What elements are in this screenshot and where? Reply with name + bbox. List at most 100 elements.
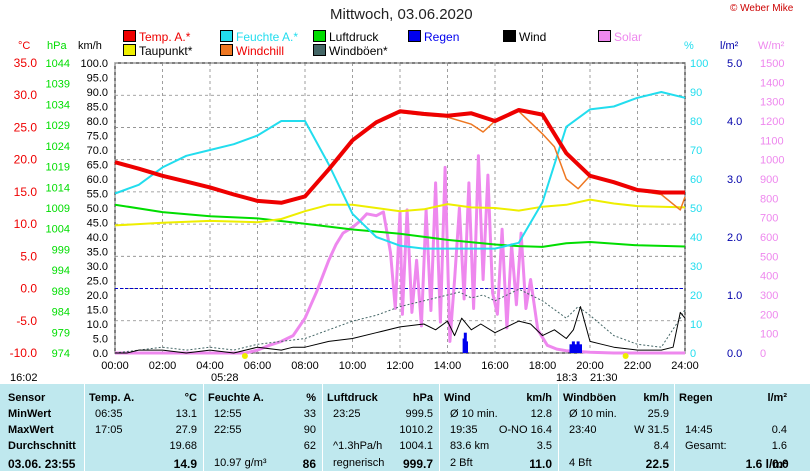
wind-tick-label: 50.0 xyxy=(87,203,108,215)
stats-cell-value: 1004.1 xyxy=(399,440,433,452)
moonset-time: 18:3 xyxy=(556,372,578,384)
wind-tick-label: 85.0 xyxy=(87,102,108,114)
solar-tick-label: 500 xyxy=(760,251,778,263)
humidity-tick-label: 30 xyxy=(690,261,702,273)
x-tick-label: 08:00 xyxy=(291,360,319,372)
wind-tick-label: 70.0 xyxy=(87,145,108,157)
wind-tick-label: 10.0 xyxy=(87,319,108,331)
stats-column: Temp. A. °C 06:35 13.1 17:05 27.9 19.68 14.9 xyxy=(84,384,201,471)
stats-cell-value: 8.4 xyxy=(653,440,669,452)
legend-swatch xyxy=(313,30,326,42)
sun-moon-bar: 16:02 05:28 18:3 21:30 xyxy=(0,372,810,384)
stats-cell-label: 10.97 g/m³ xyxy=(214,457,267,469)
wind-tick-label: 30.0 xyxy=(87,261,108,273)
x-tick-label: 22:00 xyxy=(624,360,652,372)
stats-cell-value: 1.6 xyxy=(771,440,787,452)
legend-label: Taupunkt* xyxy=(139,44,193,58)
wind-tick-label: 35.0 xyxy=(87,247,108,259)
humidity-tick-label: 90 xyxy=(690,87,702,99)
wind-tick-label: 80.0 xyxy=(87,116,108,128)
stats-cell-label: ^1.3hPa/h xyxy=(333,440,383,452)
stats-cell-value: 12.8 xyxy=(530,408,552,420)
legend-item-dewpoint: Taupunkt* xyxy=(123,44,192,58)
series-temp-line xyxy=(114,108,685,205)
temp-tick-label: 0.0 xyxy=(20,282,37,296)
legend-item-humidity: Feuchte A.* xyxy=(220,30,298,44)
legend-item-pressure: Luftdruck xyxy=(313,30,378,44)
solar-tick-label: 0 xyxy=(760,348,766,360)
stats-row-label: MaxWert xyxy=(8,424,54,436)
stats-cell-value: 90 xyxy=(303,424,316,436)
stats-row-label: 03.06. 23:55 xyxy=(8,457,76,471)
legend-label: Windchill xyxy=(236,44,285,58)
pressure-tick-label: 1004 xyxy=(46,224,70,236)
solar-tick-label: 200 xyxy=(760,309,778,321)
legend-label: Solar xyxy=(614,30,643,44)
stats-last-value: 0.0 xyxy=(772,457,789,471)
stats-cell-label: 06:35 xyxy=(95,408,123,420)
legend-item-wind: Wind xyxy=(503,30,546,44)
solar-tick-label: 400 xyxy=(760,271,778,283)
axis-unit-wind: km/h xyxy=(78,40,102,52)
stats-cell-value: 25.9 xyxy=(647,408,669,420)
wind-tick-label: 95.0 xyxy=(87,73,108,85)
stats-cell-value: 19.68 xyxy=(169,440,197,452)
legend-swatch xyxy=(313,44,326,56)
x-tick-label: 16:00 xyxy=(481,360,509,372)
stats-row-label: MinWert xyxy=(8,408,52,420)
legend-item-rain: Regen xyxy=(408,30,459,44)
wind-tick-label: 40.0 xyxy=(87,232,108,244)
axis-unit-pressure: hPa xyxy=(47,40,67,52)
pressure-tick-label: 1034 xyxy=(46,99,70,111)
legend-label: Regen xyxy=(424,30,460,44)
rain-bar xyxy=(571,341,575,353)
humidity-tick-label: 50 xyxy=(690,203,702,215)
x-tick-label: 14:00 xyxy=(434,360,462,372)
axis-unit-temp: °C xyxy=(18,40,31,52)
wind-tick-label: 15.0 xyxy=(87,305,108,317)
sunrise-time: 05:28 xyxy=(211,372,239,384)
wind-tick-label: 5.0 xyxy=(93,334,108,346)
x-tick-label: 12:00 xyxy=(386,360,414,372)
solar-tick-label: 1100 xyxy=(760,135,784,147)
solar-tick-label: 100 xyxy=(760,329,778,341)
pressure-tick-label: 974 xyxy=(52,348,70,360)
stats-column-unit: % xyxy=(306,392,316,404)
stats-column: Windböen km/h Ø 10 min. 25.9 23:40 W 31.5 8.4 4… xyxy=(558,384,673,471)
copyright: © Weber Mike xyxy=(730,3,794,14)
stats-cell-value: 27.9 xyxy=(175,424,197,436)
x-tick-label: 06:00 xyxy=(244,360,272,372)
x-tick-label: 02:00 xyxy=(149,360,177,372)
series-wind-line xyxy=(115,306,686,354)
x-tick-label: 10:00 xyxy=(339,360,367,372)
stats-cell-value: 13.1 xyxy=(175,408,197,420)
stats-cell-value: 0.4 xyxy=(771,424,787,436)
stats-column-unit: °C xyxy=(184,392,197,404)
wind-tick-label: 25.0 xyxy=(87,276,108,288)
stats-cell-value: 1010.2 xyxy=(399,424,433,436)
rain-bar xyxy=(579,344,582,353)
pressure-tick-label: 1019 xyxy=(46,162,70,174)
chart-title: Mittwoch, 03.06.2020 xyxy=(330,6,473,23)
temp-tick-label: 35.0 xyxy=(14,56,38,70)
stats-column-head: Regen xyxy=(679,392,713,404)
wind-tick-label: 75.0 xyxy=(87,131,108,143)
stats-cell-label: Gesamt: xyxy=(685,440,727,452)
pressure-tick-label: 1009 xyxy=(46,203,70,215)
stats-cell-value: W 31.5 xyxy=(634,424,669,436)
stats-cell-label: 2 Bft xyxy=(450,457,473,469)
pressure-tick-label: 979 xyxy=(52,327,70,339)
legend-item-solar: Solar xyxy=(598,30,642,44)
x-tick-label: 04:00 xyxy=(196,360,224,372)
stats-cell-value: 86 xyxy=(302,457,316,471)
stats-cell-value: 22.5 xyxy=(645,457,669,471)
stats-column-head: Windböen xyxy=(563,392,617,404)
x-tick-label: 18:00 xyxy=(529,360,557,372)
temp-tick-label: 20.0 xyxy=(14,153,38,167)
temp-tick-label: 30.0 xyxy=(14,88,38,102)
x-tick-label: 00:00 xyxy=(101,360,129,372)
stats-cell-label: 17:05 xyxy=(95,424,123,436)
pressure-tick-label: 994 xyxy=(52,265,70,277)
stats-column: Luftdruck hPa 23:25 999.5 1010.2 ^1.3hPa/h 100… xyxy=(322,384,437,471)
solar-tick-label: 300 xyxy=(760,290,778,302)
